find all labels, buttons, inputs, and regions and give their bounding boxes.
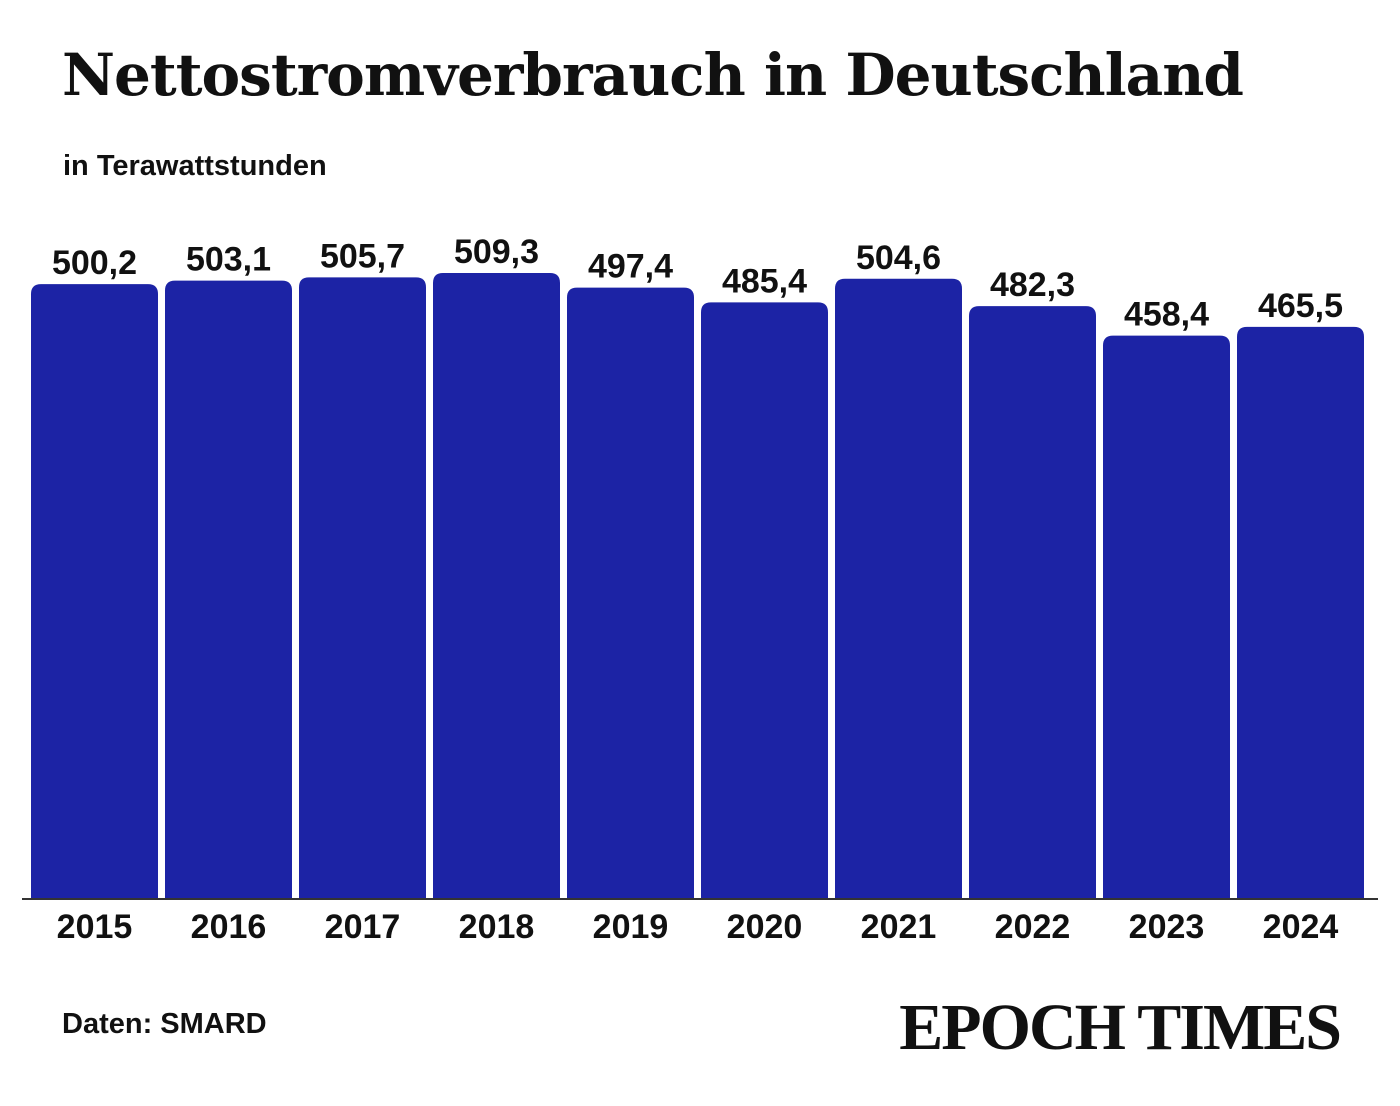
bar-2017 [299, 277, 426, 899]
x-tick-label-2024: 2024 [1263, 908, 1339, 946]
value-label-2020: 485,4 [722, 262, 807, 300]
bar-2018 [433, 273, 560, 899]
value-label-2016: 503,1 [186, 241, 271, 279]
x-tick-label-2015: 2015 [57, 908, 133, 946]
bar-2020 [701, 302, 828, 899]
bar-2024 [1237, 326, 1364, 899]
value-label-2024: 465,5 [1258, 287, 1343, 325]
x-tick-label-2023: 2023 [1129, 908, 1205, 946]
chart-subtitle: in Terawattstunden [63, 150, 327, 182]
bar-2023 [1103, 335, 1230, 900]
value-label-2023: 458,4 [1124, 296, 1209, 334]
value-label-2017: 505,7 [320, 237, 405, 275]
value-label-2022: 482,3 [990, 266, 1075, 304]
x-tick-label-2022: 2022 [995, 908, 1071, 946]
bars-group [31, 273, 1364, 900]
value-label-2019: 497,4 [588, 248, 673, 286]
bar-2021 [835, 278, 962, 899]
x-tick-label-2019: 2019 [593, 908, 669, 946]
bar-2015 [31, 284, 158, 899]
bar-2019 [567, 287, 694, 900]
source-note: Daten: SMARD [62, 1008, 267, 1040]
value-label-2018: 509,3 [454, 233, 539, 271]
chart-title: Nettostromverbrauch in Deutschland [62, 41, 1244, 109]
bar-2016 [165, 280, 292, 899]
value-labels-group: 500,2 503,1 505,7 509,3 497,4 485,4 504,6 482,3… [52, 233, 1343, 334]
epoch-times-logo: EPOCH TIMES [899, 991, 1342, 1064]
value-label-2021: 504,6 [856, 239, 941, 277]
x-tick-label-2017: 2017 [325, 908, 401, 946]
value-label-2015: 500,2 [52, 244, 137, 282]
x-tick-label-2016: 2016 [191, 908, 267, 946]
x-tick-label-2020: 2020 [727, 908, 803, 946]
bar-2022 [969, 306, 1096, 899]
x-tick-labels-group: 2015 2016 2017 2018 2019 2020 2021 2022 2023 2024 [57, 908, 1339, 946]
x-tick-label-2018: 2018 [459, 908, 535, 946]
x-tick-label-2021: 2021 [861, 908, 937, 946]
